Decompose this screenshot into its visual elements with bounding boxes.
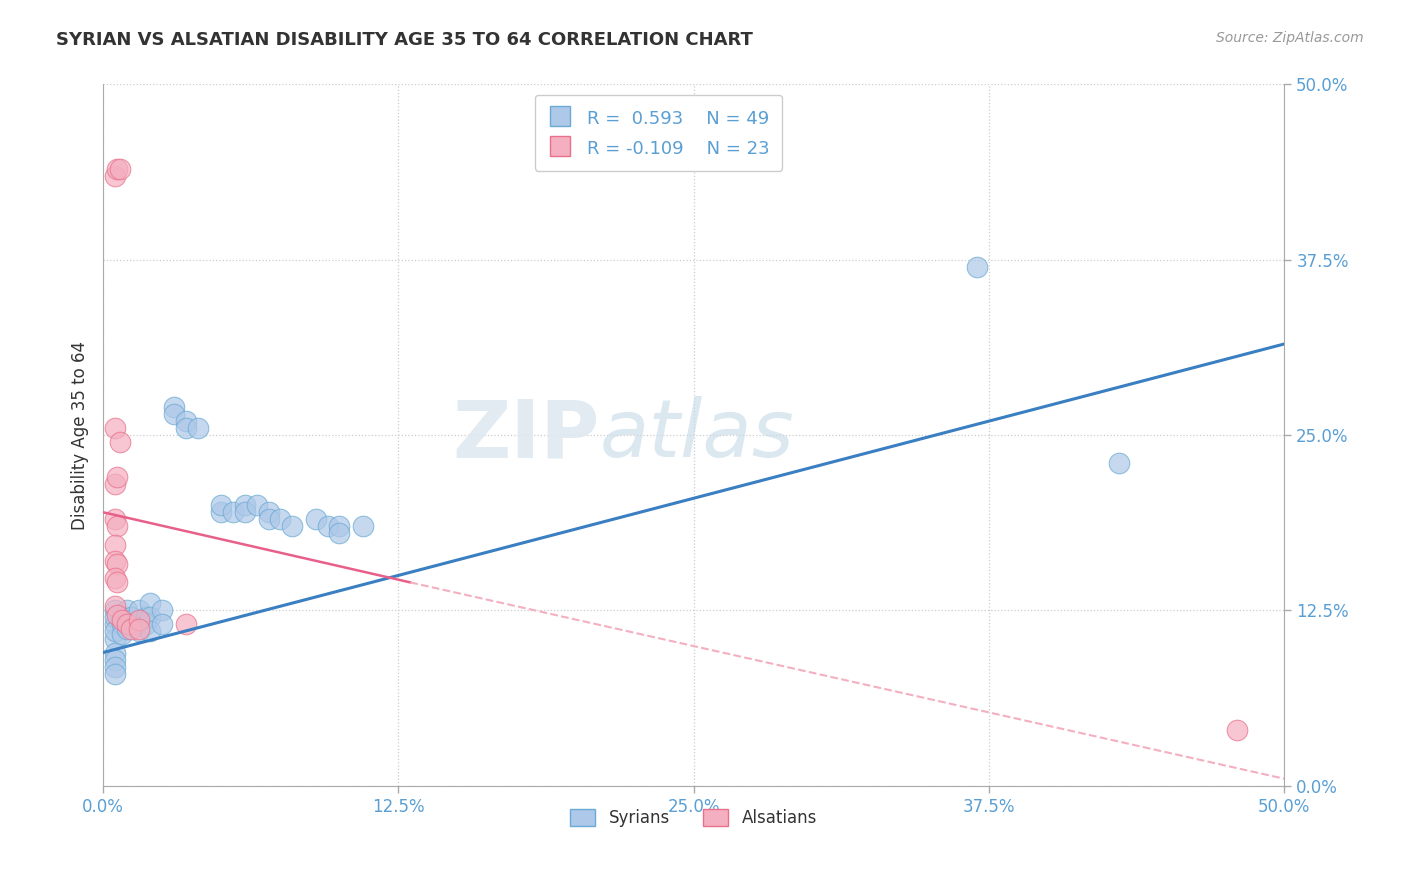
Point	[105, 607, 128, 622]
Y-axis label: Disability Age 35 to 64: Disability Age 35 to 64	[72, 341, 89, 530]
Point	[328, 526, 350, 541]
Point	[115, 622, 138, 636]
Point	[105, 470, 128, 484]
Point	[105, 575, 128, 590]
Point	[104, 477, 127, 491]
Point	[209, 498, 232, 512]
Point	[139, 624, 162, 639]
Point	[174, 414, 197, 428]
Point	[111, 613, 134, 627]
Point	[139, 596, 162, 610]
Point	[104, 617, 127, 632]
Point	[104, 666, 127, 681]
Point	[209, 505, 232, 519]
Point	[104, 537, 127, 551]
Point	[108, 161, 131, 176]
Legend: Syrians, Alsatians: Syrians, Alsatians	[564, 802, 824, 833]
Point	[128, 624, 150, 639]
Point	[104, 632, 127, 646]
Point	[222, 505, 245, 519]
Point	[1108, 456, 1130, 470]
Point	[135, 610, 157, 624]
Point	[121, 622, 143, 636]
Point	[104, 169, 127, 183]
Point	[328, 519, 350, 533]
Point	[104, 571, 127, 585]
Point	[128, 613, 150, 627]
Point	[135, 617, 157, 632]
Point	[104, 421, 127, 435]
Point	[104, 624, 127, 639]
Point	[111, 627, 134, 641]
Point	[233, 498, 256, 512]
Point	[305, 512, 328, 526]
Text: ZIP: ZIP	[451, 396, 599, 475]
Point	[111, 617, 134, 632]
Point	[115, 613, 138, 627]
Point	[104, 603, 127, 617]
Text: atlas: atlas	[599, 396, 794, 475]
Point	[104, 554, 127, 568]
Text: Source: ZipAtlas.com: Source: ZipAtlas.com	[1216, 31, 1364, 45]
Point	[108, 435, 131, 450]
Point	[352, 519, 374, 533]
Point	[104, 512, 127, 526]
Point	[104, 610, 127, 624]
Point	[104, 646, 127, 660]
Point	[150, 617, 173, 632]
Point	[105, 519, 128, 533]
Point	[246, 498, 269, 512]
Point	[966, 260, 988, 274]
Point	[128, 613, 150, 627]
Point	[105, 557, 128, 571]
Point	[316, 519, 339, 533]
Point	[187, 421, 209, 435]
Point	[257, 512, 280, 526]
Point	[121, 610, 143, 624]
Point	[281, 519, 304, 533]
Point	[128, 622, 150, 636]
Point	[163, 400, 186, 414]
Point	[104, 599, 127, 614]
Point	[269, 512, 291, 526]
Point	[115, 617, 138, 632]
Point	[104, 659, 127, 673]
Point	[105, 161, 128, 176]
Point	[174, 617, 197, 632]
Point	[104, 652, 127, 666]
Point	[111, 610, 134, 624]
Point	[139, 610, 162, 624]
Point	[257, 505, 280, 519]
Point	[121, 617, 143, 632]
Text: SYRIAN VS ALSATIAN DISABILITY AGE 35 TO 64 CORRELATION CHART: SYRIAN VS ALSATIAN DISABILITY AGE 35 TO …	[56, 31, 754, 49]
Point	[233, 505, 256, 519]
Point	[1226, 723, 1249, 737]
Point	[115, 603, 138, 617]
Point	[128, 603, 150, 617]
Point	[150, 603, 173, 617]
Point	[174, 421, 197, 435]
Point	[163, 407, 186, 421]
